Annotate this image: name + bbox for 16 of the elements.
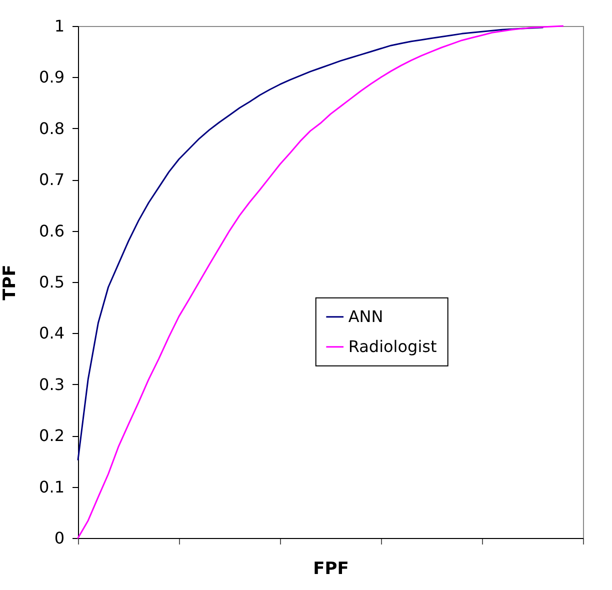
line-series <box>77 26 544 460</box>
y-tick-label: 0.5 <box>39 272 64 292</box>
legend-label: ANN <box>348 306 384 326</box>
legend-label: Radiologist <box>348 336 437 356</box>
y-tick-label: 0.3 <box>39 374 64 394</box>
x-axis-title: FPF <box>313 559 349 579</box>
y-tick-label: 0.6 <box>39 221 64 240</box>
y-tick-label: 0.2 <box>39 426 64 446</box>
y-tick-label: 0.8 <box>39 118 64 138</box>
y-tick-label: 0.9 <box>39 68 64 87</box>
y-axis-title: TPF <box>0 264 20 300</box>
y-tick-label: 0.1 <box>39 477 64 496</box>
y-tick-label: 0 <box>54 528 64 548</box>
y-tick-label: 0.4 <box>39 324 64 343</box>
y-tick-label: 0.7 <box>39 170 64 190</box>
y-tick-label: 1 <box>54 16 64 36</box>
